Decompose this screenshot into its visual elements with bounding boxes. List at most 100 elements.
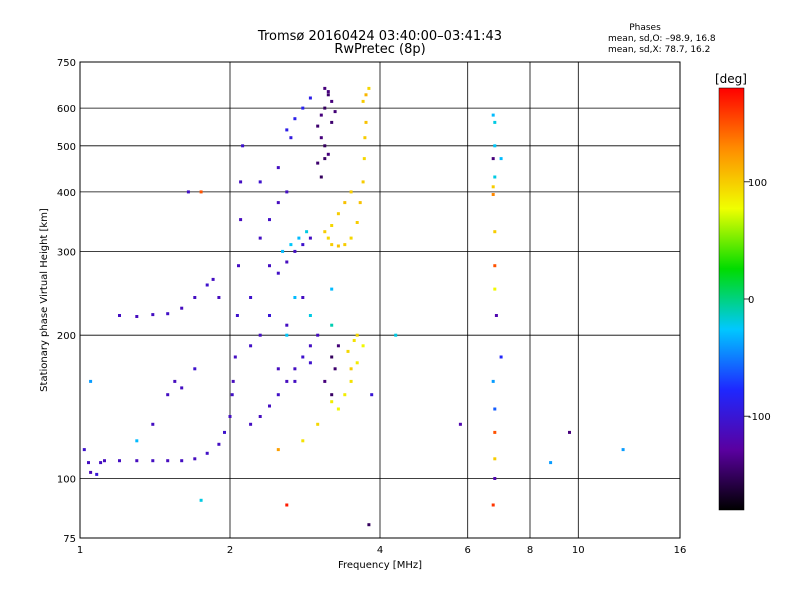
data-point — [135, 439, 139, 443]
data-point — [491, 185, 495, 189]
data-point — [301, 296, 305, 299]
data-point — [355, 361, 359, 365]
data-point — [166, 459, 170, 463]
data-point — [330, 393, 334, 397]
data-point — [281, 249, 285, 253]
data-point — [363, 136, 367, 140]
data-points — [82, 86, 625, 527]
data-point — [493, 407, 497, 411]
data-point — [361, 180, 365, 184]
data-point — [367, 523, 371, 527]
data-point — [343, 243, 347, 247]
data-point — [180, 306, 184, 310]
y-tick-label: 75 — [63, 534, 76, 545]
data-point — [135, 315, 139, 318]
data-point — [493, 230, 497, 234]
y-tick-label: 400 — [57, 188, 76, 199]
legend-title: Phases — [629, 23, 661, 33]
data-point — [316, 161, 320, 165]
data-point — [493, 175, 497, 179]
x-axis-label: Frequency [MHz] — [338, 560, 422, 571]
data-point — [285, 323, 289, 327]
data-point — [268, 404, 271, 408]
x-tick-label: 6 — [465, 545, 471, 556]
data-point — [323, 379, 327, 383]
data-point — [333, 367, 337, 371]
data-point — [193, 296, 197, 299]
data-point — [493, 264, 497, 268]
data-point — [103, 459, 106, 463]
x-tick-label: 8 — [527, 545, 533, 556]
data-point — [276, 393, 280, 397]
data-point — [308, 96, 312, 100]
data-point — [493, 477, 497, 480]
data-point — [319, 113, 323, 117]
data-point — [297, 236, 301, 240]
data-point — [276, 201, 280, 205]
y-axis-label: Stationary phase Virtual Height [km] — [39, 208, 50, 392]
data-point — [326, 152, 330, 156]
data-point — [493, 430, 497, 434]
data-point — [99, 461, 103, 465]
data-point — [316, 124, 320, 128]
data-point — [258, 180, 262, 184]
data-point — [394, 333, 398, 337]
data-point — [301, 106, 305, 110]
data-point — [241, 144, 245, 148]
data-point — [268, 314, 271, 317]
data-point — [493, 287, 497, 291]
data-point — [231, 379, 235, 383]
y-tick-label: 600 — [57, 104, 76, 115]
data-point — [228, 415, 232, 418]
data-point — [491, 157, 495, 161]
data-point — [186, 190, 190, 194]
data-point — [308, 236, 312, 240]
data-point — [199, 190, 203, 194]
data-point — [193, 367, 197, 371]
colorbar — [718, 87, 745, 511]
data-point — [258, 236, 262, 240]
data-point — [330, 323, 334, 327]
data-point — [355, 221, 359, 224]
data-point — [349, 367, 353, 371]
data-point — [173, 379, 177, 383]
data-point — [293, 296, 297, 299]
data-point — [494, 314, 498, 317]
data-point — [323, 144, 327, 148]
data-point — [355, 333, 359, 337]
data-point — [293, 117, 297, 121]
data-point — [458, 422, 462, 426]
data-point — [276, 166, 280, 170]
data-point — [336, 212, 340, 216]
data-point — [493, 120, 497, 124]
data-point — [323, 157, 327, 161]
x-tick-label: 2 — [227, 545, 233, 556]
data-point — [370, 393, 374, 397]
data-point — [499, 157, 503, 161]
data-point — [349, 236, 353, 240]
colorbar-label: [deg] — [715, 72, 747, 86]
data-point — [319, 175, 323, 179]
data-point — [491, 503, 495, 507]
data-point — [205, 451, 209, 455]
data-point — [330, 99, 334, 103]
legend-line-x: mean, sd,X: 78.7, 16.2 — [608, 45, 710, 55]
data-point — [330, 243, 334, 247]
data-point — [293, 249, 297, 253]
data-point — [301, 243, 305, 247]
data-point — [285, 379, 289, 383]
data-point — [358, 201, 362, 205]
data-point — [118, 459, 121, 463]
data-point — [211, 277, 215, 281]
data-point — [308, 314, 312, 317]
data-point — [499, 355, 503, 359]
y-tick-label: 300 — [57, 247, 76, 258]
data-point — [308, 344, 312, 348]
data-point — [233, 355, 237, 359]
data-point — [276, 367, 280, 371]
data-point — [336, 407, 340, 411]
colorbar-tick-label: 100 — [748, 178, 767, 189]
data-point — [205, 283, 209, 287]
x-tick-label: 10 — [572, 545, 585, 556]
